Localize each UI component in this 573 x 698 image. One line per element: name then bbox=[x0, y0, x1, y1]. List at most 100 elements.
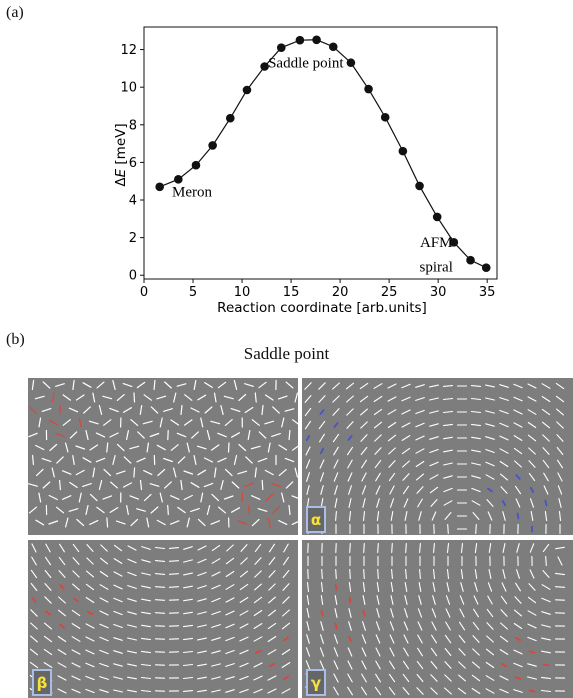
spin bbox=[306, 472, 310, 482]
spin bbox=[431, 511, 437, 521]
spin bbox=[109, 481, 119, 489]
spin bbox=[44, 556, 52, 566]
spin bbox=[514, 460, 522, 468]
spin bbox=[281, 648, 291, 656]
spin bbox=[527, 421, 537, 429]
spin bbox=[170, 444, 179, 451]
spin bbox=[375, 673, 381, 683]
spin bbox=[89, 493, 98, 502]
spin bbox=[513, 649, 523, 655]
spin bbox=[146, 442, 150, 453]
spin bbox=[57, 649, 67, 655]
spin bbox=[156, 395, 167, 400]
spin bbox=[143, 493, 152, 502]
spin bbox=[417, 647, 423, 657]
spin bbox=[415, 409, 425, 415]
spin bbox=[61, 470, 72, 475]
spin bbox=[71, 636, 81, 642]
red-spin bbox=[73, 597, 79, 603]
spin bbox=[471, 436, 481, 440]
spin bbox=[431, 608, 437, 618]
spin bbox=[359, 395, 369, 403]
spin bbox=[154, 573, 166, 575]
spin bbox=[45, 543, 51, 553]
spin bbox=[319, 433, 325, 443]
spin bbox=[223, 395, 234, 400]
spin bbox=[99, 610, 109, 616]
red-spin bbox=[29, 406, 37, 414]
spin bbox=[113, 689, 123, 693]
spin bbox=[515, 498, 521, 508]
spin bbox=[182, 624, 194, 628]
spin bbox=[470, 423, 482, 427]
spin bbox=[217, 506, 227, 514]
spin bbox=[471, 449, 481, 453]
spin-texture-gamma bbox=[305, 542, 566, 696]
spin bbox=[470, 410, 482, 414]
spin bbox=[64, 517, 69, 528]
spin bbox=[183, 572, 193, 576]
red-spin bbox=[265, 493, 274, 502]
spin bbox=[401, 409, 411, 415]
spin bbox=[99, 557, 109, 565]
spin bbox=[541, 637, 551, 641]
spin bbox=[543, 472, 549, 482]
spin bbox=[254, 570, 262, 578]
red-spin bbox=[45, 610, 51, 616]
spin bbox=[38, 492, 42, 503]
spin bbox=[306, 498, 310, 508]
spin bbox=[471, 500, 481, 506]
spin bbox=[71, 675, 81, 681]
spin bbox=[127, 689, 137, 693]
spin bbox=[444, 647, 452, 657]
red-spin bbox=[247, 504, 251, 516]
spin bbox=[140, 663, 152, 667]
spin bbox=[210, 420, 221, 425]
spin bbox=[69, 431, 78, 439]
spin bbox=[347, 647, 353, 657]
spin bbox=[485, 384, 495, 388]
spin bbox=[211, 597, 221, 603]
spin bbox=[113, 597, 123, 603]
spin bbox=[513, 422, 523, 428]
spin bbox=[471, 462, 481, 466]
spin bbox=[127, 676, 137, 680]
spin bbox=[320, 485, 324, 495]
red-spin bbox=[244, 482, 254, 488]
chart-series bbox=[155, 35, 491, 273]
spin bbox=[404, 608, 408, 618]
spin bbox=[225, 570, 235, 578]
spin bbox=[527, 610, 537, 616]
spin bbox=[163, 408, 173, 412]
spin bbox=[71, 623, 81, 629]
spin bbox=[283, 543, 289, 553]
spin bbox=[113, 650, 123, 654]
spin bbox=[30, 569, 38, 579]
blue-spin bbox=[347, 435, 353, 441]
spin bbox=[375, 647, 381, 657]
spin bbox=[176, 383, 187, 387]
data-point bbox=[481, 263, 491, 273]
spin bbox=[78, 492, 82, 503]
spin bbox=[558, 510, 562, 522]
spin bbox=[180, 479, 183, 491]
spin bbox=[197, 676, 207, 680]
spin bbox=[527, 623, 537, 629]
spin bbox=[485, 397, 495, 401]
spin bbox=[499, 635, 509, 643]
data-point bbox=[276, 43, 286, 52]
spin bbox=[277, 395, 288, 400]
spin bbox=[417, 634, 423, 644]
spin bbox=[542, 570, 550, 578]
spin bbox=[415, 460, 425, 468]
spin bbox=[542, 459, 550, 469]
spin bbox=[240, 557, 248, 565]
spin-texture-triangular bbox=[28, 379, 298, 528]
spin bbox=[333, 686, 339, 696]
spin bbox=[402, 687, 410, 695]
spin bbox=[334, 608, 338, 618]
spin-panel-beta: β bbox=[28, 540, 298, 698]
spin bbox=[544, 510, 548, 522]
red-spin bbox=[78, 417, 82, 428]
spin bbox=[71, 688, 81, 694]
